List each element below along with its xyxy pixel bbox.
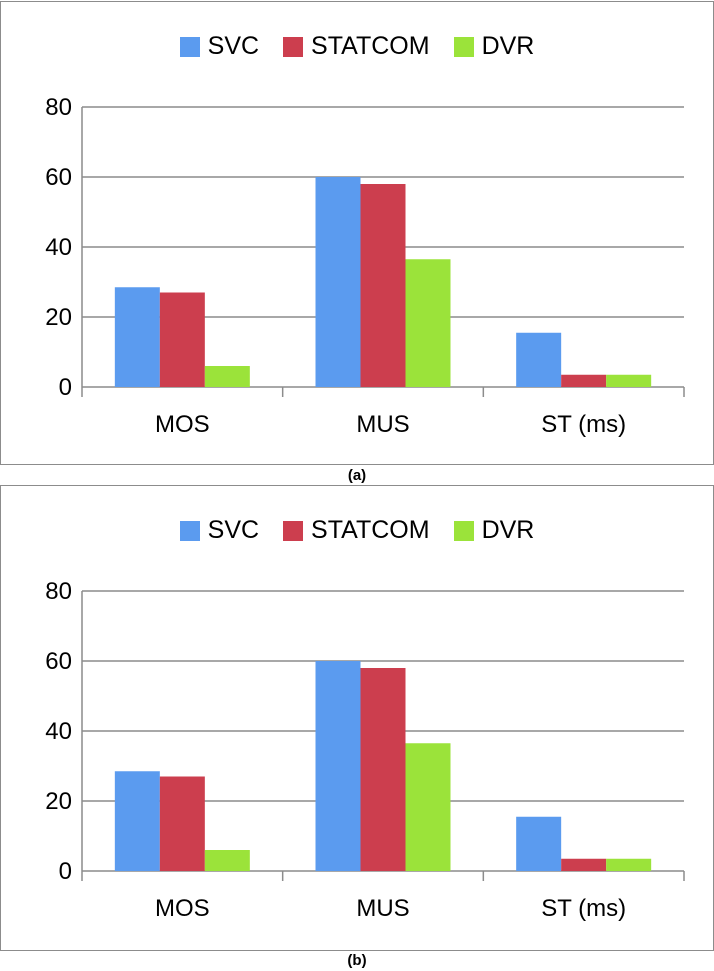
- y-tick-label: 20: [45, 304, 72, 331]
- legend-label-dvr: DVR: [481, 32, 535, 60]
- bar-dvr-mus: [405, 743, 451, 871]
- legend-swatch-statcom: [283, 36, 304, 57]
- legend-item-dvr: DVR: [453, 32, 535, 61]
- legend-label-statcom: STATCOM: [311, 516, 430, 544]
- bar-svc-mus: [315, 177, 361, 387]
- bar-svc-mus: [315, 661, 361, 871]
- bar-statcom-mus: [360, 668, 406, 871]
- bar-chart-b: 0 20 40 60 80 MOS MUS ST (ms): [45, 578, 685, 922]
- bar-dvr-st-ms: [606, 858, 652, 871]
- bar-chart-a: 0 20 40 60 80 MOS MUS ST (ms): [45, 94, 685, 438]
- y-tick-label: 40: [45, 234, 72, 261]
- legend-swatch-statcom: [283, 520, 304, 541]
- x-category-label: ST (ms): [541, 411, 626, 438]
- legend-swatch-dvr: [453, 36, 474, 57]
- y-tick-label: 80: [45, 94, 72, 121]
- legend-item-statcom: STATCOM: [283, 516, 430, 545]
- bar-svc-st-ms: [516, 816, 562, 871]
- bar-dvr-mos: [204, 366, 250, 387]
- legend: SVC STATCOM DVR: [1, 32, 713, 61]
- bar-statcom-mos: [159, 292, 205, 387]
- legend-label-svc: SVC: [207, 516, 260, 544]
- legend-swatch-dvr: [453, 520, 474, 541]
- y-tick-label: 20: [45, 788, 72, 815]
- x-category-label: MOS: [155, 411, 210, 438]
- bar-statcom-st-ms: [561, 858, 607, 871]
- legend-label-svc: SVC: [207, 32, 260, 60]
- bar-svc-mos: [114, 771, 160, 871]
- chart-panel-a: SVC STATCOM DVR 0 20 40 60 80 MOS MUS ST (ms): [0, 1, 714, 465]
- legend-swatch-svc: [179, 36, 200, 57]
- x-category-label: MUS: [356, 895, 409, 922]
- x-category-label: MUS: [356, 411, 409, 438]
- bar-dvr-st-ms: [606, 374, 652, 387]
- bar-statcom-mus: [360, 184, 406, 387]
- bar-dvr-mus: [405, 259, 451, 387]
- caption-a: (a): [347, 467, 367, 484]
- chart-panel-b: SVC STATCOM DVR 0 20 40 60 80 MOS MUS ST (ms): [0, 485, 714, 951]
- y-tick-label: 80: [45, 578, 72, 605]
- bar-statcom-st-ms: [561, 374, 607, 387]
- bar-statcom-mos: [159, 776, 205, 871]
- legend-item-svc: SVC: [179, 32, 260, 61]
- legend-item-svc: SVC: [179, 516, 260, 545]
- legend-item-dvr: DVR: [453, 516, 535, 545]
- y-tick-label: 40: [45, 718, 72, 745]
- x-category-label: MOS: [155, 895, 210, 922]
- bar-svc-mos: [114, 287, 160, 387]
- legend: SVC STATCOM DVR: [1, 516, 713, 545]
- y-tick-label: 60: [45, 164, 72, 191]
- legend-swatch-svc: [179, 520, 200, 541]
- legend-label-statcom: STATCOM: [311, 32, 430, 60]
- bar-svc-st-ms: [516, 332, 562, 387]
- caption-b: (b): [347, 952, 367, 969]
- y-tick-label: 0: [59, 374, 72, 401]
- bar-dvr-mos: [204, 850, 250, 871]
- legend-item-statcom: STATCOM: [283, 32, 430, 61]
- y-tick-label: 60: [45, 648, 72, 675]
- y-tick-label: 0: [59, 858, 72, 885]
- x-category-label: ST (ms): [541, 895, 626, 922]
- legend-label-dvr: DVR: [481, 516, 535, 544]
